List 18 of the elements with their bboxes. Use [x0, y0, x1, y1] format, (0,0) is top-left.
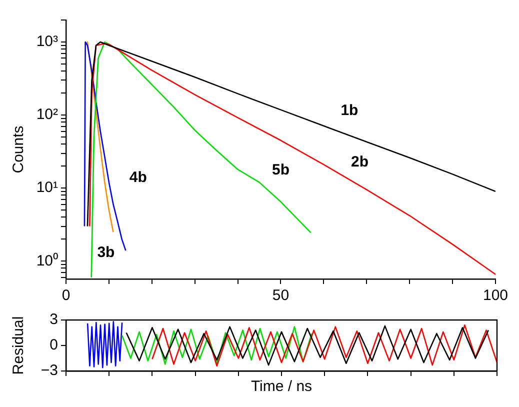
x-axis-title: Time / ns: [250, 378, 312, 396]
y-tick-label: 3: [50, 311, 58, 328]
y-axis-title: Counts: [10, 126, 28, 174]
x-tick-label: 50: [272, 287, 290, 304]
annotation: 4b: [129, 169, 147, 186]
annotation: 1b: [340, 102, 358, 119]
annotation: 2b: [351, 154, 369, 171]
x-tick-label: 100: [482, 287, 508, 304]
y-tick-label: 10³: [36, 33, 58, 50]
y-tick-label: 10¹: [36, 179, 58, 196]
x-tick-label: 0: [62, 287, 70, 304]
annotation: 5b: [272, 161, 290, 178]
y-tick-label: 0: [50, 336, 58, 354]
y-tick-label: 10²: [36, 106, 58, 124]
y-tick-label: −3: [40, 362, 58, 380]
annotation: 3b: [97, 244, 115, 262]
y-axis-title: Residual: [10, 316, 28, 375]
y-tick-label: 10⁰: [36, 252, 58, 270]
